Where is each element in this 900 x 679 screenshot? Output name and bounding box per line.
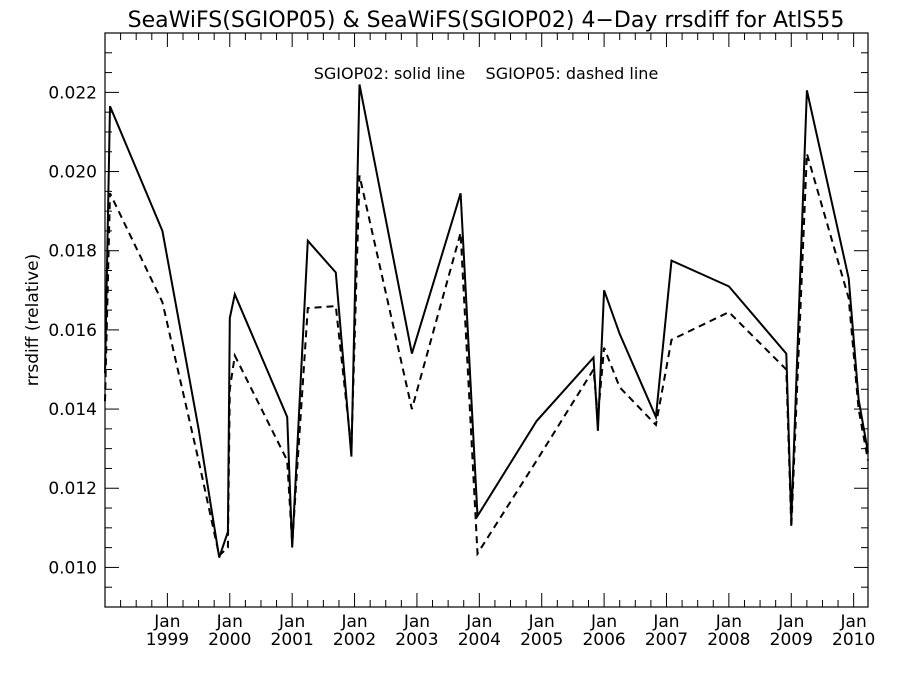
y-tick-label: 0.010 xyxy=(48,558,97,578)
plot-frame xyxy=(104,32,869,608)
x-tick-label-year: 2010 xyxy=(832,630,875,650)
y-axis-ticks: 0.010 0.012 0.014 0.016 0.018 0.020 0.022 xyxy=(48,32,868,588)
x-tick-label-month: Jan xyxy=(153,612,180,632)
x-tick-label-month: Jan xyxy=(652,612,679,632)
x-tick-label-year: 2001 xyxy=(271,630,314,650)
y-tick-label: 0.012 xyxy=(48,479,97,499)
x-tick-label-month: Jan xyxy=(216,612,243,632)
x-tick-label-year: 2004 xyxy=(458,630,501,650)
x-tick-label-month: Jan xyxy=(715,612,742,632)
y-tick-label: 0.020 xyxy=(48,163,97,183)
y-tick-label: 0.016 xyxy=(48,321,97,341)
x-tick-label-year: 2003 xyxy=(395,630,438,650)
x-tick-label-month: Jan xyxy=(465,612,492,632)
x-tick-label-year: 2000 xyxy=(208,630,251,650)
x-tick-label-year: 2005 xyxy=(520,630,563,650)
y-tick-label: 0.014 xyxy=(48,400,97,420)
x-tick-label-month: Jan xyxy=(777,612,804,632)
x-axis-ticks: Jan1999Jan2000Jan2001Jan2002Jan2003Jan20… xyxy=(104,33,875,650)
series-line-sgiop02 xyxy=(104,84,869,558)
chart-title: SeaWiFS(SGIOP05) & SeaWiFS(SGIOP02) 4−Da… xyxy=(128,8,845,33)
series-lines xyxy=(104,84,869,558)
y-tick-label: 0.018 xyxy=(48,242,97,262)
x-tick-label-month: Jan xyxy=(340,612,367,632)
y-axis-label: rrsdiff (relative) xyxy=(23,254,43,387)
x-tick-label-year: 2009 xyxy=(770,630,813,650)
x-tick-label-year: 2008 xyxy=(707,630,750,650)
x-tick-label-month: Jan xyxy=(840,612,867,632)
x-tick-label-year: 2006 xyxy=(582,630,625,650)
y-tick-label: 0.022 xyxy=(48,83,97,103)
series-line-sgiop05 xyxy=(104,153,869,558)
x-tick-label-year: 2007 xyxy=(645,630,688,650)
series-legend-annotation: SGIOP02: solid line SGIOP05: dashed line xyxy=(314,64,659,83)
x-tick-label-month: Jan xyxy=(590,612,617,632)
x-tick-label-year: 2002 xyxy=(333,630,376,650)
x-tick-label-month: Jan xyxy=(278,612,305,632)
x-tick-label-month: Jan xyxy=(403,612,430,632)
x-tick-label-year: 1999 xyxy=(146,630,189,650)
x-tick-label-month: Jan xyxy=(528,612,555,632)
